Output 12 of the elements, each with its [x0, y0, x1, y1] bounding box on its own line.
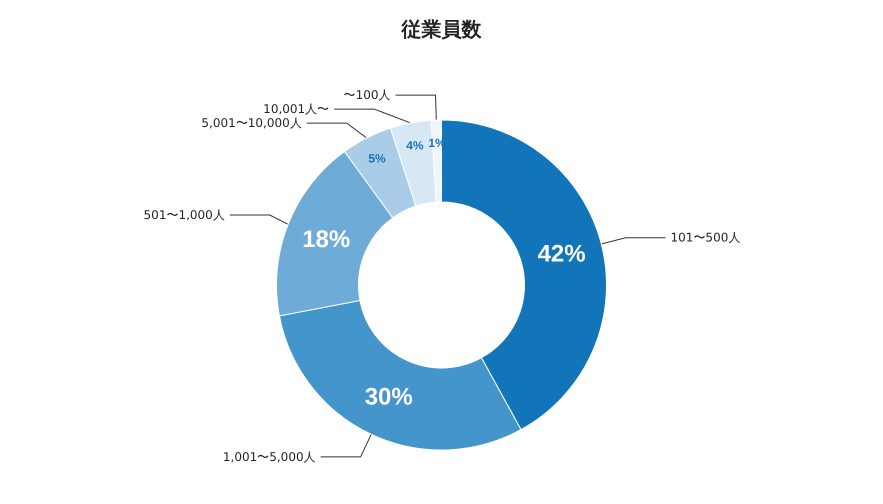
data-label: 4%	[406, 138, 424, 153]
data-label: 30%	[364, 384, 413, 411]
data-label: 42%	[538, 240, 586, 268]
slice-label: 5,001〜10,000人	[201, 116, 302, 130]
slice-label: 101〜500人	[670, 230, 740, 245]
data-label: 5%	[368, 151, 386, 166]
slice-label: 1,001〜5,000人	[222, 450, 316, 464]
data-label: 18%	[302, 226, 350, 253]
slice-label: 501〜1,000人	[144, 208, 225, 222]
slice-label: 〜100人	[344, 88, 391, 102]
slice-label: 10,001人〜	[263, 102, 330, 116]
chart-title: 従業員数	[400, 17, 482, 41]
